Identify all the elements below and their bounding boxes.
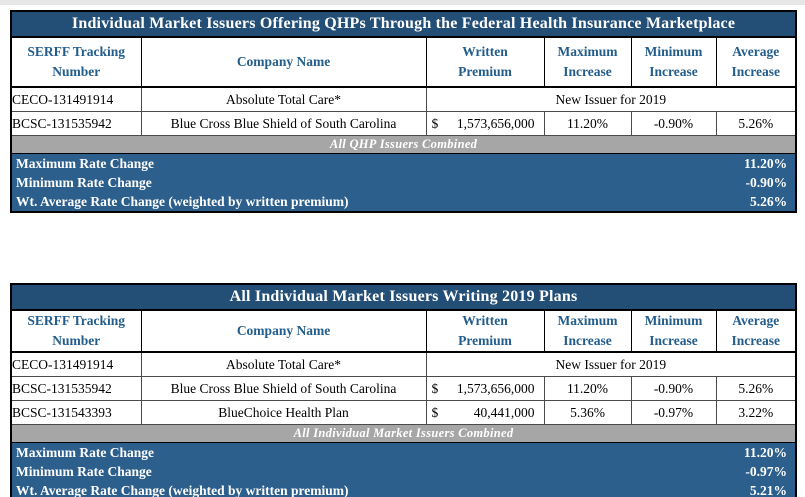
currency-symbol: $ xyxy=(431,404,439,420)
premium-amount: 1,573,656,000 xyxy=(456,380,535,396)
written-premium-cell: $ 1,573,656,000 xyxy=(425,111,545,136)
summary-value: 5.26% xyxy=(749,193,788,209)
table-title: Individual Market Issuers Offering QHPs … xyxy=(9,10,798,38)
premium-amount: 1,573,656,000 xyxy=(456,115,535,131)
currency-symbol: $ xyxy=(431,115,439,131)
all-issuers-table: All Individual Market Issuers Writing 20… xyxy=(9,283,798,497)
currency-symbol: $ xyxy=(431,380,439,396)
min-increase-cell: -0.90% xyxy=(630,376,717,401)
serff-cell: BCSC-131535942 xyxy=(10,376,142,401)
summary-cell: Wt. Average Rate Change (weighted by wri… xyxy=(11,481,797,497)
column-header-row: SERFF Tracking Number Company Name Writt… xyxy=(10,309,797,353)
table-title-row: Individual Market Issuers Offering QHPs … xyxy=(9,10,798,38)
combined-band-row: All Individual Market Issuers Combined xyxy=(10,424,797,443)
summary-cell: Maximum Rate Change 11.20% xyxy=(11,442,797,462)
written-premium-cell: $ 40,441,000 xyxy=(425,400,545,425)
column-header-premium: Written Premium xyxy=(425,309,545,353)
serff-cell: CECO-131491914 xyxy=(10,351,142,377)
avg-increase-cell: 5.26% xyxy=(715,376,797,401)
new-issuer-note: New Issuer for 2019 xyxy=(425,86,797,112)
company-cell: Blue Cross Blue Shield of South Carolina xyxy=(140,111,427,136)
column-header-premium: Written Premium xyxy=(425,36,545,88)
table-row: CECO-131491914 Absolute Total Care* New … xyxy=(10,86,797,112)
min-increase-cell: -0.97% xyxy=(630,400,717,425)
table-row: BCSC-131543393 BlueChoice Health Plan $ … xyxy=(10,400,797,425)
min-increase-cell: -0.90% xyxy=(630,111,717,136)
summary-cell: Maximum Rate Change 11.20% xyxy=(11,153,797,173)
scan-top-edge xyxy=(0,0,805,5)
combined-band-label: All Individual Market Issuers Combined xyxy=(10,424,797,443)
summary-row: Minimum Rate Change -0.90% xyxy=(11,173,797,192)
serff-cell: CECO-131491914 xyxy=(10,86,142,112)
written-premium-cell: $ 1,573,656,000 xyxy=(425,376,545,401)
company-cell: Absolute Total Care* xyxy=(140,86,427,112)
company-cell: Blue Cross Blue Shield of South Carolina xyxy=(140,376,427,401)
column-header-max: Maximum Increase xyxy=(543,36,632,88)
summary-value: 11.20% xyxy=(743,155,788,171)
avg-increase-cell: 3.22% xyxy=(715,400,797,425)
column-header-row: SERFF Tracking Number Company Name Writt… xyxy=(10,36,797,88)
summary-row: Wt. Average Rate Change (weighted by wri… xyxy=(11,192,797,212)
summary-label: Maximum Rate Change xyxy=(16,444,154,460)
summary-row: Maximum Rate Change 11.20% xyxy=(11,153,797,173)
column-header-avg: Average Increase xyxy=(715,36,797,88)
serff-cell: BCSC-131543393 xyxy=(10,400,142,425)
summary-cell: Minimum Rate Change -0.90% xyxy=(11,173,797,192)
table-title: All Individual Market Issuers Writing 20… xyxy=(9,283,798,311)
summary-cell: Wt. Average Rate Change (weighted by wri… xyxy=(11,192,797,212)
summary-row: Wt. Average Rate Change (weighted by wri… xyxy=(11,481,797,497)
combined-band-row: All QHP Issuers Combined xyxy=(10,135,797,154)
company-cell: BlueChoice Health Plan xyxy=(140,400,427,425)
summary-label: Wt. Average Rate Change (weighted by wri… xyxy=(16,193,349,209)
column-header-company: Company Name xyxy=(140,309,427,353)
column-header-min: Minimum Increase xyxy=(630,36,717,88)
serff-cell: BCSC-131535942 xyxy=(10,111,142,136)
company-cell: Absolute Total Care* xyxy=(140,351,427,377)
max-increase-cell: 11.20% xyxy=(543,376,632,401)
table-title-row: All Individual Market Issuers Writing 20… xyxy=(9,283,798,311)
summary-row: Maximum Rate Change 11.20% xyxy=(11,442,797,462)
summary-label: Wt. Average Rate Change (weighted by wri… xyxy=(16,482,349,497)
combined-band-label: All QHP Issuers Combined xyxy=(10,135,797,154)
summary-cell: Minimum Rate Change -0.97% xyxy=(11,462,797,481)
column-header-max: Maximum Increase xyxy=(543,309,632,353)
new-issuer-note: New Issuer for 2019 xyxy=(425,351,797,377)
summary-label: Minimum Rate Change xyxy=(16,174,152,190)
summary-value: -0.97% xyxy=(745,463,788,479)
column-header-company: Company Name xyxy=(140,36,427,88)
summary-row: Minimum Rate Change -0.97% xyxy=(11,462,797,481)
qhp-marketplace-table: Individual Market Issuers Offering QHPs … xyxy=(9,10,798,213)
table-row: CECO-131491914 Absolute Total Care* New … xyxy=(10,351,797,377)
summary-value: 11.20% xyxy=(743,444,788,460)
summary-value: 5.21% xyxy=(749,482,788,497)
summary-label: Maximum Rate Change xyxy=(16,155,154,171)
summary-label: Minimum Rate Change xyxy=(16,463,152,479)
column-header-min: Minimum Increase xyxy=(630,309,717,353)
column-header-serff: SERFF Tracking Number xyxy=(10,309,142,353)
qhp-marketplace-table-wrap: Individual Market Issuers Offering QHPs … xyxy=(9,10,798,213)
all-issuers-table-wrap: All Individual Market Issuers Writing 20… xyxy=(9,283,798,497)
column-header-serff: SERFF Tracking Number xyxy=(10,36,142,88)
avg-increase-cell: 5.26% xyxy=(715,111,797,136)
max-increase-cell: 5.36% xyxy=(543,400,632,425)
column-header-avg: Average Increase xyxy=(715,309,797,353)
max-increase-cell: 11.20% xyxy=(543,111,632,136)
summary-value: -0.90% xyxy=(745,174,788,190)
premium-amount: 40,441,000 xyxy=(473,404,535,420)
table-row: BCSC-131535942 Blue Cross Blue Shield of… xyxy=(10,376,797,401)
table-row: BCSC-131535942 Blue Cross Blue Shield of… xyxy=(10,111,797,136)
